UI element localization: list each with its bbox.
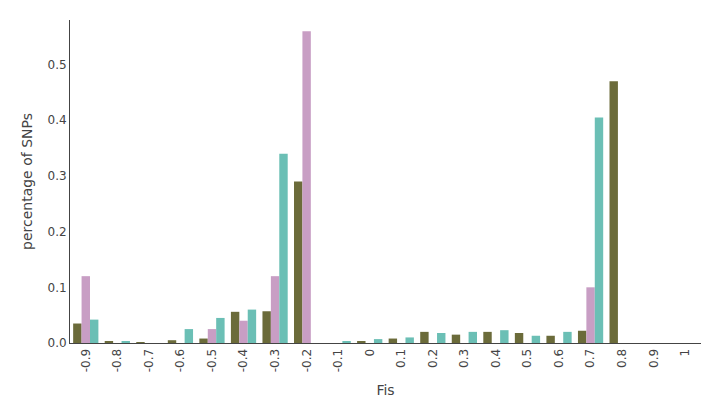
svg-text:0.3: 0.3 xyxy=(48,169,67,183)
svg-text:0.4: 0.4 xyxy=(48,113,67,127)
svg-text:0.6: 0.6 xyxy=(552,349,566,368)
svg-text:0.0: 0.0 xyxy=(48,336,67,350)
svg-text:0.9: 0.9 xyxy=(647,349,661,368)
svg-text:0: 0 xyxy=(363,349,377,357)
svg-text:0.7: 0.7 xyxy=(583,349,597,368)
svg-text:-0.6: -0.6 xyxy=(173,349,187,372)
svg-text:0.4: 0.4 xyxy=(489,349,503,368)
svg-text:0.2: 0.2 xyxy=(426,349,440,368)
svg-text:-0.9: -0.9 xyxy=(79,349,93,372)
svg-text:-0.7: -0.7 xyxy=(142,349,156,372)
svg-text:-0.1: -0.1 xyxy=(331,349,345,372)
svg-text:0.8: 0.8 xyxy=(615,349,629,368)
svg-text:0.2: 0.2 xyxy=(48,225,67,239)
svg-text:-0.2: -0.2 xyxy=(300,349,314,372)
svg-text:-0.4: -0.4 xyxy=(236,349,250,372)
svg-text:0.5: 0.5 xyxy=(520,349,534,368)
svg-text:percentage of SNPs: percentage of SNPs xyxy=(19,113,35,250)
svg-text:0.1: 0.1 xyxy=(48,281,67,295)
svg-text:-0.5: -0.5 xyxy=(205,349,219,372)
svg-text:0.1: 0.1 xyxy=(394,349,408,368)
svg-text:1: 1 xyxy=(678,349,692,357)
svg-text:-0.8: -0.8 xyxy=(110,349,124,372)
svg-text:0.3: 0.3 xyxy=(457,349,471,368)
svg-text:0.5: 0.5 xyxy=(48,58,67,72)
svg-text:-0.3: -0.3 xyxy=(268,349,282,372)
svg-text:Fis: Fis xyxy=(376,382,394,398)
